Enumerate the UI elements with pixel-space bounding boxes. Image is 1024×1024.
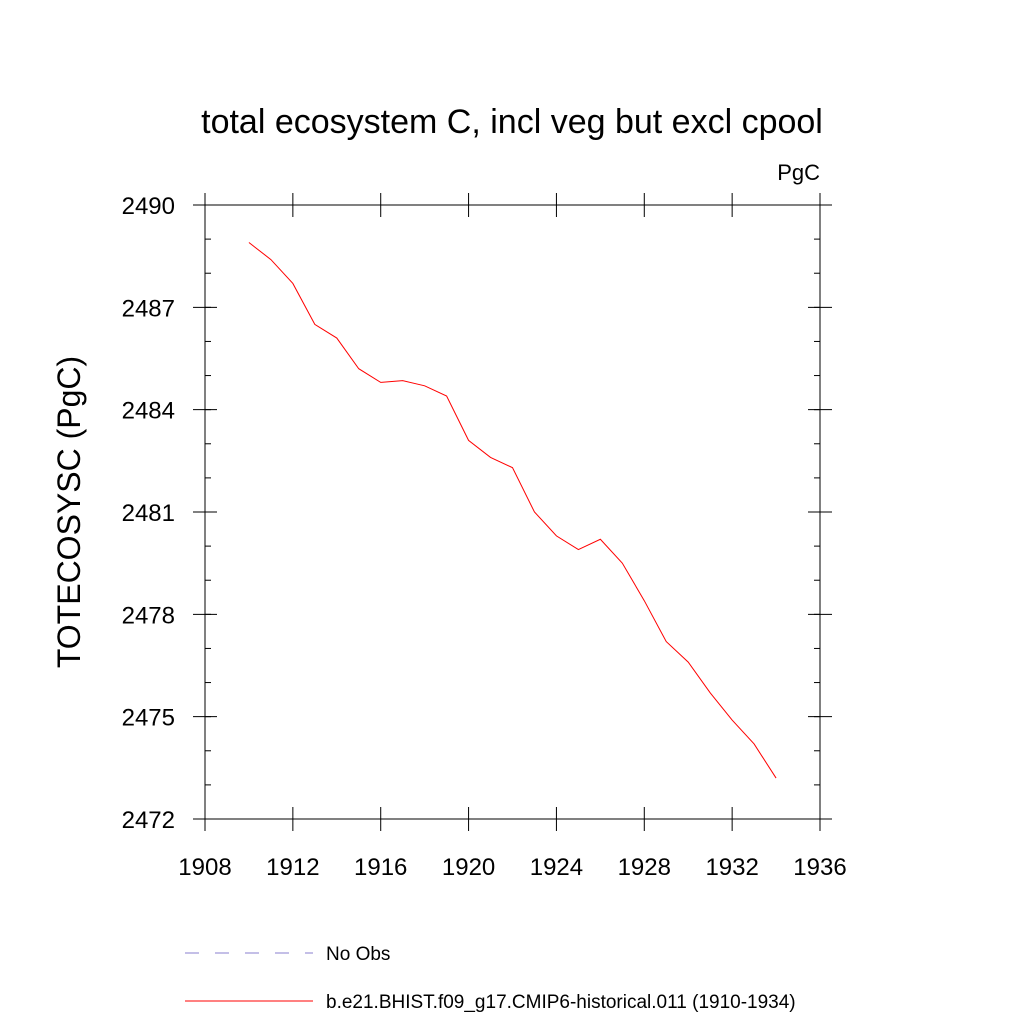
y-tick-label: 2481 (122, 500, 175, 527)
x-tick-label: 1912 (266, 854, 319, 881)
y-tick-label: 2490 (122, 193, 175, 220)
y-tick-label: 2478 (122, 602, 175, 629)
plot-border (204, 204, 821, 820)
y-tick-label: 2475 (122, 705, 175, 732)
units-label: PgC (777, 160, 820, 185)
y-tick-label: 2472 (122, 807, 175, 834)
y-tick-label: 2487 (122, 295, 175, 322)
y-axis-ticks: 2472 2475 2478 2481 2484 2487 2490 (122, 193, 832, 834)
legend-label-historical: b.e21.BHIST.f09_g17.CMIP6-historical.011… (326, 992, 796, 1013)
x-tick-label: 1920 (442, 854, 495, 881)
series-line (248, 242, 777, 779)
x-axis-ticks: 1908 1912 1916 1920 1924 1928 1932 1936 (178, 193, 847, 881)
x-tick-label: 1936 (793, 854, 846, 881)
x-tick-label: 1932 (705, 854, 758, 881)
x-tick-label: 1924 (530, 854, 583, 881)
series-lines (248, 242, 777, 779)
chart-title: total ecosystem C, incl veg but excl cpo… (201, 103, 823, 141)
x-tick-label: 1908 (178, 854, 231, 881)
x-tick-label: 1916 (354, 854, 407, 881)
x-tick-label: 1928 (618, 854, 671, 881)
legend-label-no-obs: No Obs (326, 944, 390, 965)
plot-frame (204, 204, 821, 820)
legend: No Obs b.e21.BHIST.f09_g17.CMIP6-histori… (185, 944, 796, 1013)
y-tick-label: 2484 (122, 398, 175, 425)
y-axis-label: TOTECOSYSC (PgC) (51, 356, 87, 668)
